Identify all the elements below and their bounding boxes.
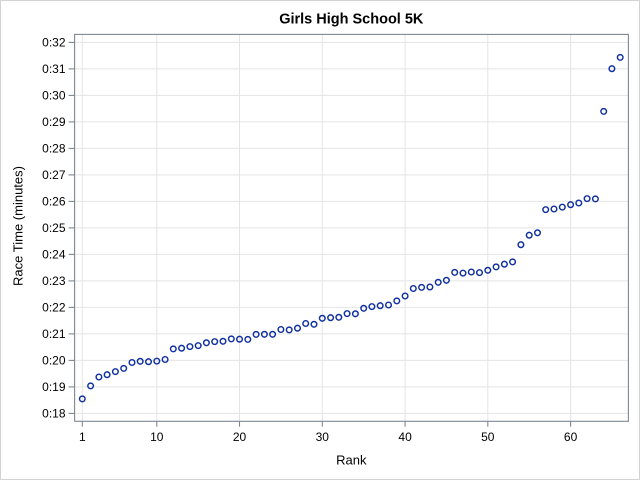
svg-text:0:30: 0:30 xyxy=(42,89,66,103)
svg-text:0:20: 0:20 xyxy=(42,354,66,368)
svg-text:1: 1 xyxy=(79,430,86,444)
svg-text:Race Time (minutes): Race Time (minutes) xyxy=(11,166,26,286)
svg-text:10: 10 xyxy=(150,430,164,444)
svg-text:60: 60 xyxy=(564,430,578,444)
svg-text:Rank: Rank xyxy=(336,452,367,467)
svg-text:0:27: 0:27 xyxy=(42,168,66,182)
svg-text:0:21: 0:21 xyxy=(42,327,66,341)
svg-text:0:31: 0:31 xyxy=(42,62,66,76)
svg-text:0:29: 0:29 xyxy=(42,115,66,129)
svg-text:0:22: 0:22 xyxy=(42,301,66,315)
svg-text:Girls High School 5K: Girls High School 5K xyxy=(279,12,424,28)
svg-text:30: 30 xyxy=(316,430,330,444)
svg-text:0:25: 0:25 xyxy=(42,221,66,235)
svg-text:0:24: 0:24 xyxy=(42,248,66,262)
svg-text:0:28: 0:28 xyxy=(42,142,66,156)
svg-text:0:32: 0:32 xyxy=(42,36,66,50)
svg-text:20: 20 xyxy=(233,430,247,444)
svg-text:0:23: 0:23 xyxy=(42,274,66,288)
svg-text:0:26: 0:26 xyxy=(42,195,66,209)
svg-text:40: 40 xyxy=(398,430,412,444)
svg-text:50: 50 xyxy=(481,430,495,444)
svg-text:0:18: 0:18 xyxy=(42,407,66,421)
svg-text:0:19: 0:19 xyxy=(42,380,66,394)
